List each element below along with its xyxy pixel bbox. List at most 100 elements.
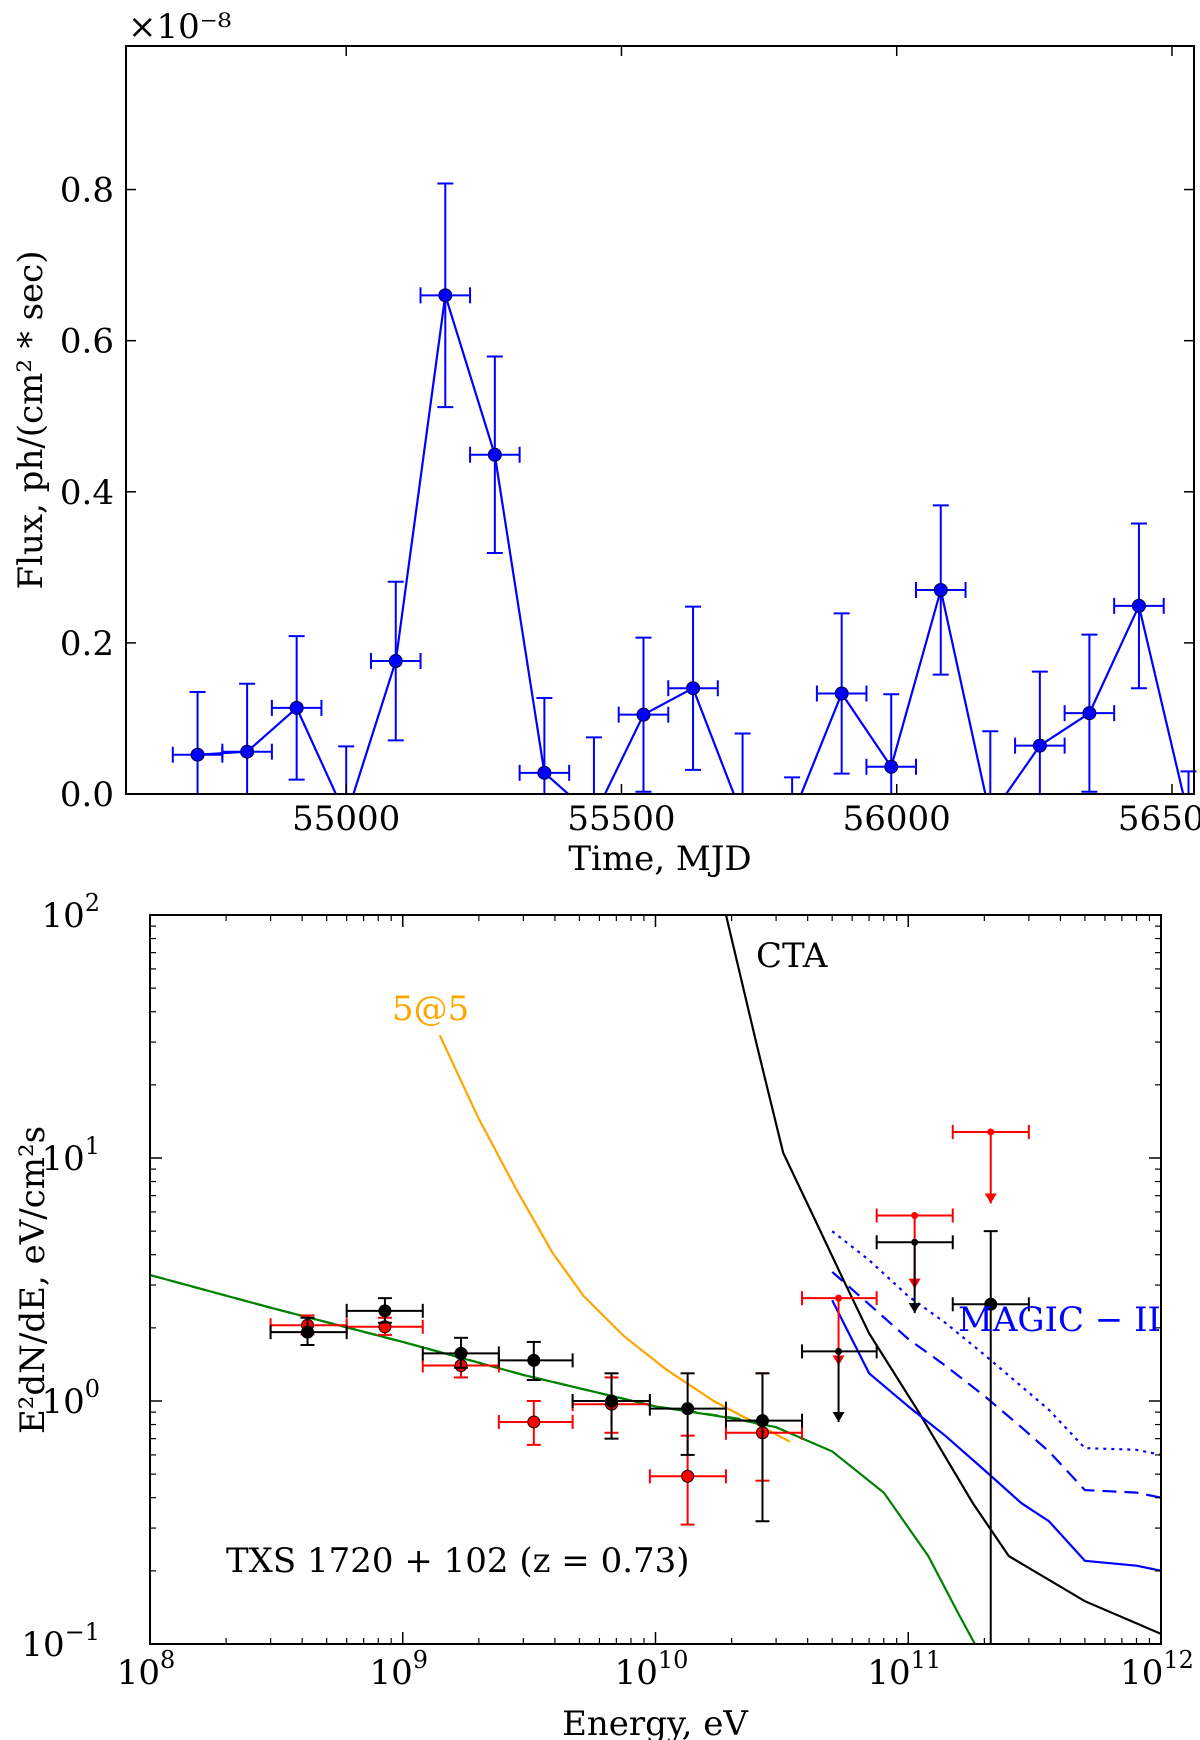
red-point-marker: [681, 1469, 695, 1483]
source-label: TXS 1720 + 102 (z = 0.73): [226, 1541, 690, 1581]
flux-marker: [834, 686, 849, 701]
flux-point: [585, 736, 602, 794]
x-tick-label: 55000: [292, 799, 400, 839]
lightcurve-x-axis-label: Time, MJD: [568, 839, 751, 879]
y-tick-label: 0.2: [60, 624, 114, 664]
red-point-marker: [987, 1128, 995, 1136]
black-point-marker: [605, 1394, 619, 1408]
black-point: [724, 1372, 804, 1523]
flux-marker: [1032, 738, 1047, 753]
black-point-marker: [911, 1238, 919, 1246]
black-point: [269, 1316, 348, 1347]
flux-marker: [240, 744, 255, 759]
x-tick-label: 1012: [1120, 1646, 1194, 1693]
flux-marker: [636, 707, 651, 722]
flux-point: [270, 635, 323, 781]
flux-point: [369, 580, 422, 742]
y-tick-label: 102: [41, 889, 100, 936]
flux-point: [914, 504, 967, 676]
x-tick-label: 108: [117, 1646, 176, 1693]
red-point-upper-limit-arrow: [984, 1193, 997, 1204]
black-point: [951, 1230, 1030, 1644]
flux-point: [1014, 670, 1066, 794]
flux-point: [1113, 522, 1165, 690]
black-point: [648, 1372, 727, 1456]
flux-point: [667, 605, 719, 771]
flux-point: [221, 682, 273, 794]
lightcurve-y-axis-label: Flux, ph/(cm² * sec): [11, 251, 51, 590]
black-point-marker: [835, 1347, 843, 1355]
five-at-five-label: 5@5: [392, 989, 469, 1029]
curve-cta: [724, 915, 1161, 1635]
black-point: [571, 1372, 651, 1440]
black-point: [497, 1340, 574, 1382]
black-point-marker: [301, 1325, 315, 1339]
lightcurve-plot-frame: [125, 45, 1195, 795]
lightcurve-y-ticks: 0.0 0.2 0.4 0.6 0.8: [60, 171, 1194, 815]
flux-point: [469, 355, 521, 554]
curve-magic-ii-solid: [831, 1299, 1161, 1572]
flux-marker: [190, 747, 205, 762]
flux-point: [734, 732, 751, 794]
y-multiplier-label: ×10⁻⁸: [128, 7, 231, 47]
black-point: [345, 1297, 424, 1324]
flux-point: [419, 182, 472, 409]
curve-magic-ii-dashed: [831, 1271, 1161, 1499]
black-point-marker: [984, 1297, 998, 1311]
flux-marker: [487, 447, 502, 462]
red-point-marker: [835, 1294, 843, 1302]
flux-series: [171, 182, 1197, 794]
black-point: [875, 1235, 954, 1314]
sed-y-axis-label: E²dN/dE, eV/cm²s: [13, 1126, 53, 1434]
flux-point: [865, 693, 917, 794]
y-tick-label: 0.6: [60, 322, 114, 362]
black-point-marker: [454, 1346, 468, 1360]
red-point-marker: [911, 1211, 919, 1219]
flux-marker: [537, 765, 552, 780]
y-tick-label: 0.4: [60, 473, 114, 513]
curve-magic-ii-dotted: [831, 1230, 1161, 1456]
sed-x-ticks: 108 109 1010 1011 1012: [117, 915, 1194, 1693]
flux-marker: [289, 700, 304, 715]
black-point-upper-limit-arrow: [908, 1303, 921, 1314]
black-point-marker: [378, 1304, 392, 1318]
y-tick-label: 10−1: [21, 1618, 100, 1665]
flux-point: [784, 776, 801, 794]
red-point: [497, 1400, 574, 1446]
flux-marker: [884, 759, 899, 774]
red-point: [648, 1434, 727, 1526]
sed-x-axis-label: Energy, eV: [562, 1704, 749, 1740]
sed-data-points: [269, 1124, 1030, 1644]
flux-marker: [1131, 598, 1146, 613]
x-tick-label: 109: [369, 1646, 428, 1693]
red-point: [724, 1372, 804, 1482]
black-point: [421, 1336, 500, 1369]
flux-point: [518, 697, 571, 794]
y-tick-label: 0.8: [60, 171, 114, 211]
black-point-marker: [527, 1353, 541, 1367]
flux-point: [815, 612, 868, 775]
flux-point: [617, 636, 670, 793]
black-point-marker: [681, 1402, 695, 1416]
red-point: [951, 1124, 1030, 1204]
x-tick-label: 1010: [615, 1646, 689, 1693]
cta-label: CTA: [756, 936, 828, 976]
flux-point: [171, 691, 224, 794]
flux-point: [1063, 633, 1116, 793]
curve-5-5: [438, 1034, 791, 1443]
flux-marker: [686, 681, 701, 696]
y-tick-label: 101: [41, 1132, 100, 1179]
red-point-marker: [527, 1415, 541, 1429]
flux-marker: [438, 288, 453, 303]
x-tick-label: 56000: [843, 799, 951, 839]
flux-point: [982, 730, 999, 794]
curve-model-fit: [150, 1273, 761, 1423]
black-point: [801, 1344, 878, 1422]
y-tick-label: 0.0: [60, 775, 114, 815]
